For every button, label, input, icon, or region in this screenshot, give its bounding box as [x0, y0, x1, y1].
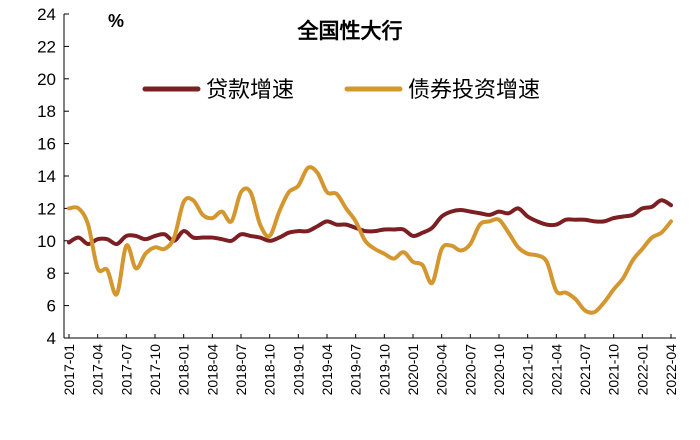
x-tick-label: 2017-10	[147, 344, 163, 396]
x-tick-label: 2019-10	[376, 344, 392, 396]
y-tick-label: 22	[37, 37, 56, 56]
legend-label-bonds: 债券投资增速	[408, 78, 540, 103]
x-tick-label: 2017-01	[61, 344, 77, 396]
series-line-loans	[67, 198, 673, 247]
x-tick-label: 2022-01	[634, 344, 650, 396]
x-tick-label: 2018-01	[176, 344, 192, 396]
x-tick-label: 2018-10	[262, 344, 278, 396]
y-tick-label: 14	[37, 167, 56, 186]
x-axis-ticks: 2017-01 2017-04 2017-07 2017-10 2018-01 2018-…	[61, 334, 679, 395]
y-tick-label: 16	[37, 135, 56, 154]
legend: 贷款增速 债券投资增速	[142, 78, 540, 103]
y-axis-unit-label: %	[108, 11, 124, 31]
x-tick-label: 2021-01	[520, 344, 536, 396]
y-tick-label: 6	[47, 297, 56, 316]
x-tick-label: 2018-04	[204, 344, 220, 396]
x-tick-label: 2017-07	[118, 344, 134, 396]
series-line-bonds	[67, 165, 673, 315]
x-tick-label: 2019-07	[348, 344, 364, 396]
x-tick-label: 2020-07	[462, 344, 478, 396]
y-axis-ticks: 4 6 8 10 12 14 16 18 20 22 24	[37, 5, 69, 348]
y-tick-label: 18	[37, 102, 56, 121]
x-tick-label: 2017-04	[90, 344, 106, 396]
y-tick-label: 20	[37, 70, 56, 89]
y-tick-label: 12	[37, 199, 56, 218]
x-tick-label: 2021-04	[548, 344, 564, 396]
y-tick-label: 10	[37, 232, 56, 251]
series-lines	[67, 165, 673, 315]
x-tick-label: 2021-10	[606, 344, 622, 396]
x-tick-label: 2020-01	[405, 344, 421, 396]
y-tick-label: 8	[47, 264, 56, 283]
x-tick-label: 2022-04	[663, 344, 679, 396]
y-tick-label: 24	[37, 5, 56, 24]
x-tick-label: 2019-01	[290, 344, 306, 396]
x-tick-label: 2020-04	[434, 344, 450, 396]
x-tick-label: 2019-04	[319, 344, 335, 396]
x-tick-label: 2021-07	[577, 344, 593, 396]
chart-title: 全国性大行	[297, 19, 403, 43]
x-tick-label: 2020-10	[491, 344, 507, 396]
legend-label-loans: 贷款增速	[206, 78, 294, 103]
y-tick-label: 4	[47, 329, 56, 348]
x-tick-label: 2018-07	[233, 344, 249, 396]
